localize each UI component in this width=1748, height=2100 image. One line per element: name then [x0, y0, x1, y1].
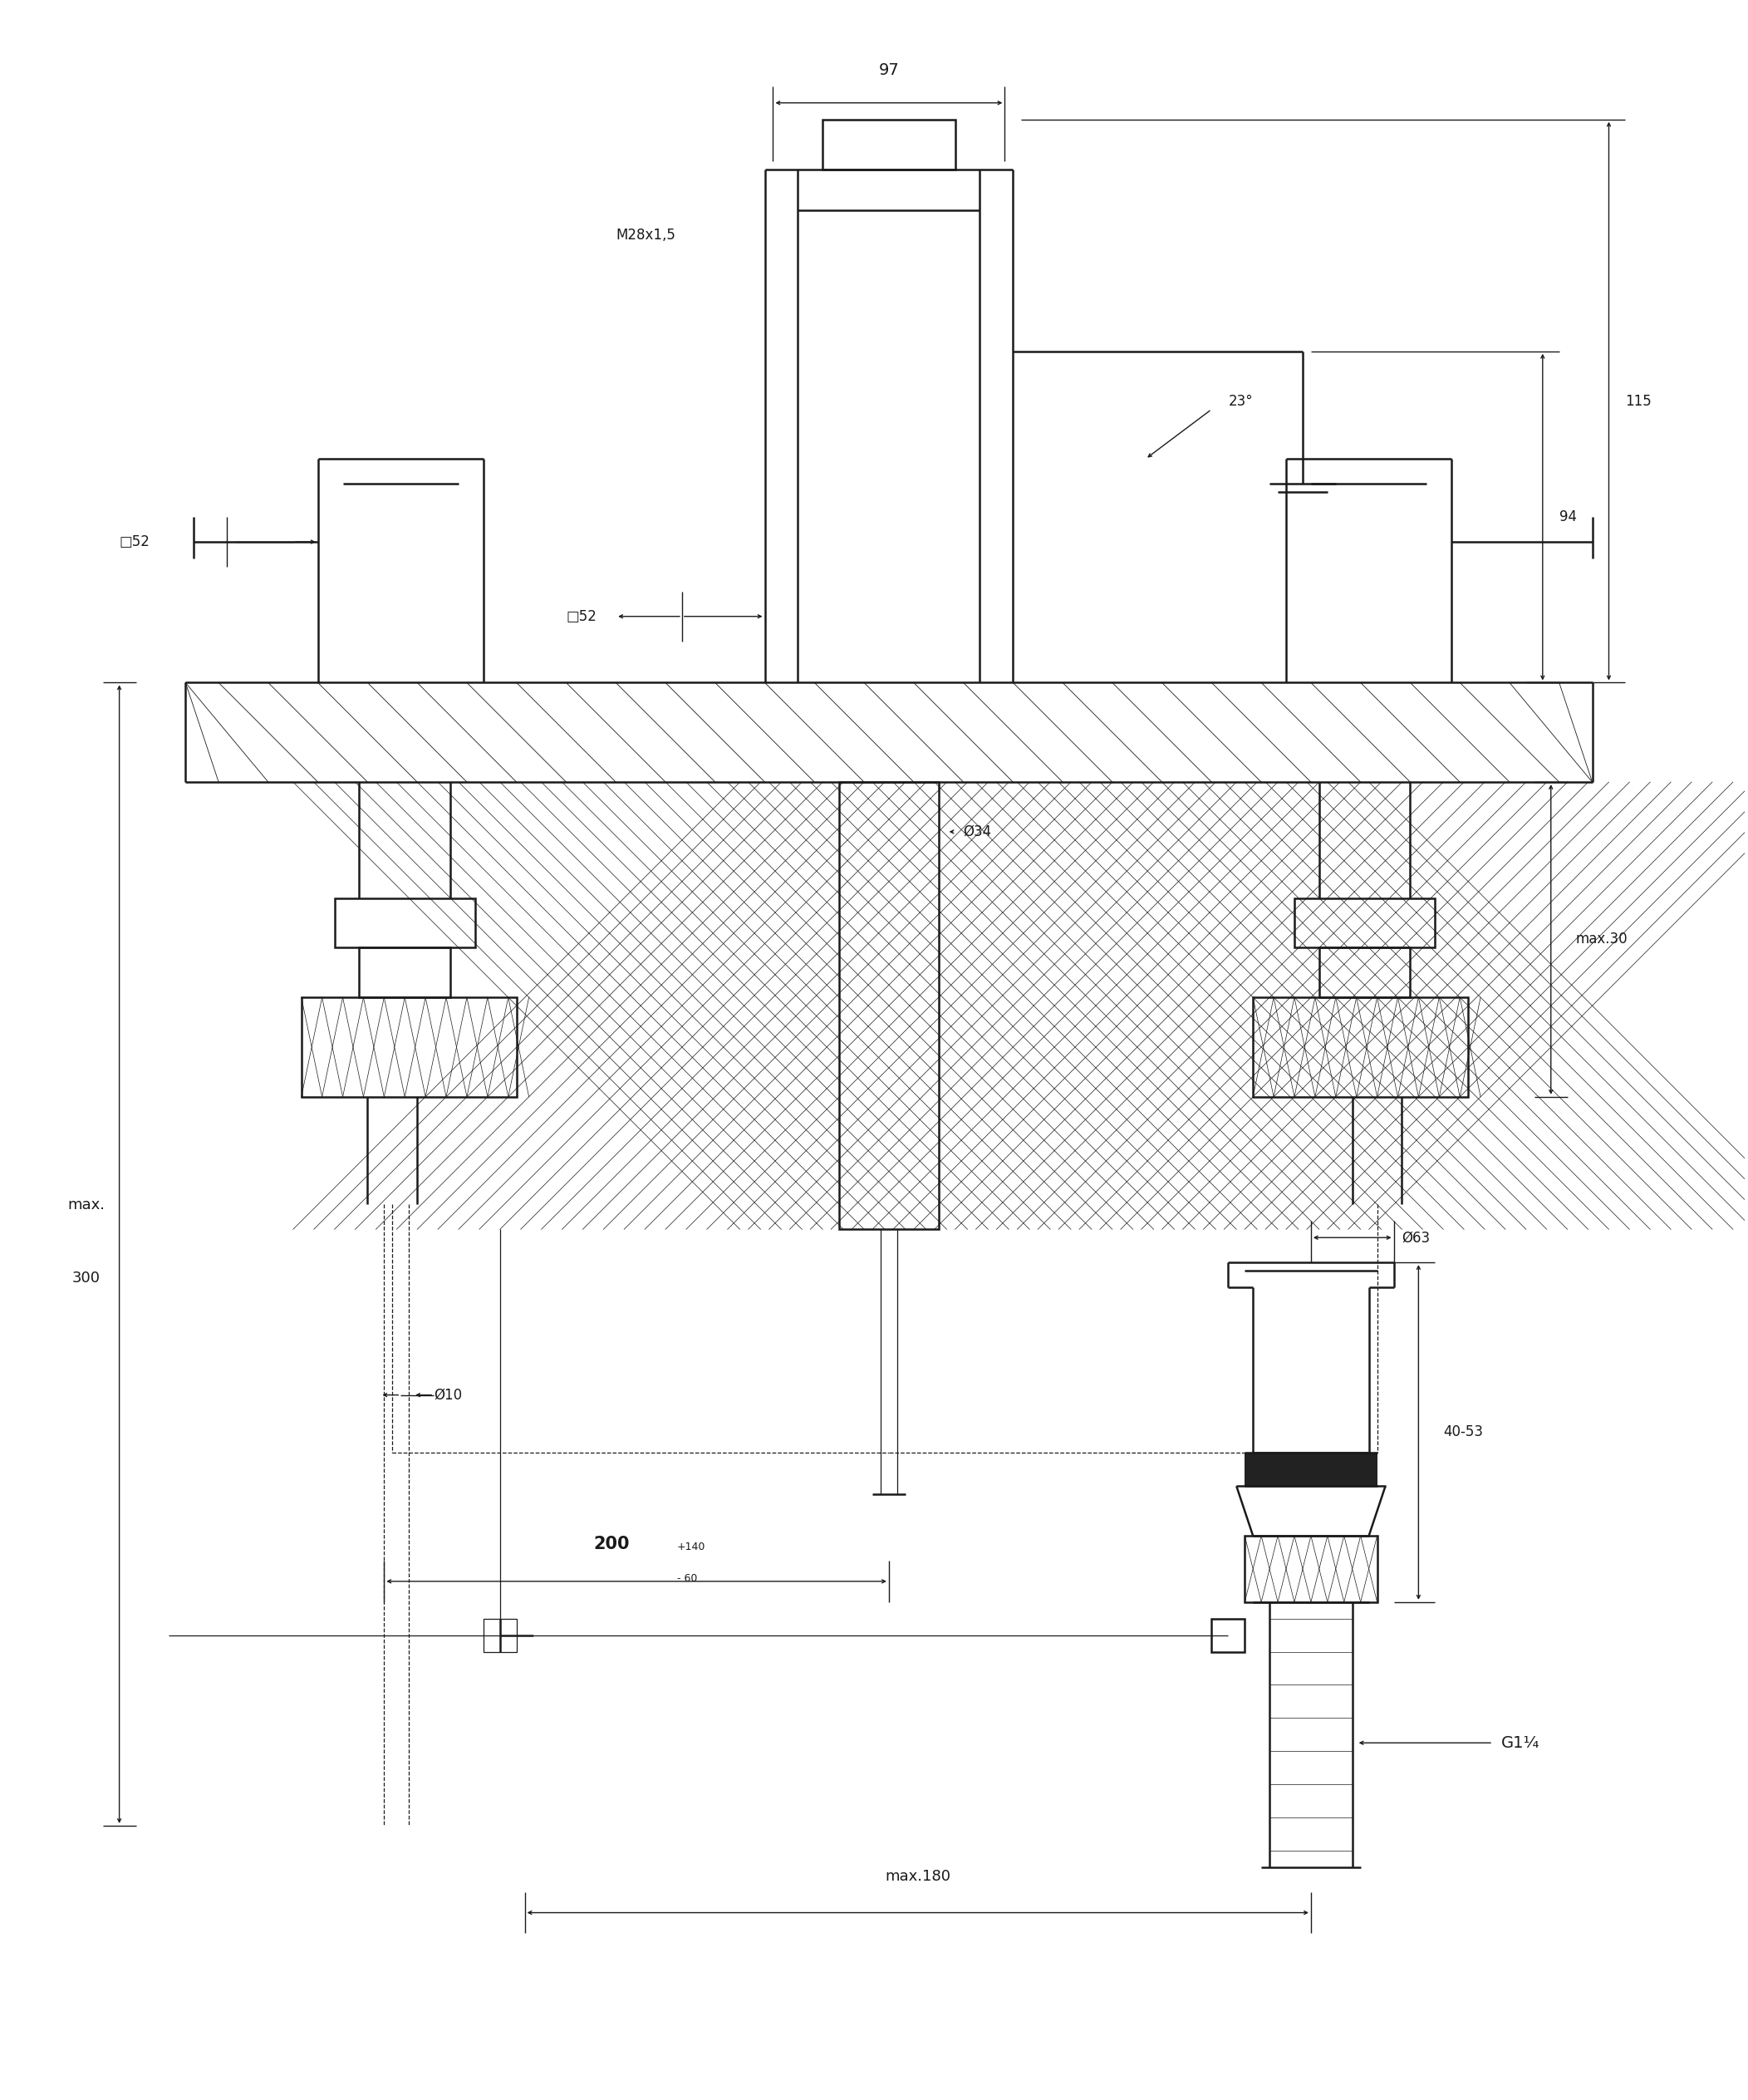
- Bar: [1211, 1619, 1245, 1653]
- Text: - 60: - 60: [676, 1573, 697, 1583]
- Text: □52: □52: [119, 533, 150, 550]
- Text: 300: 300: [72, 1270, 100, 1285]
- Text: 23°: 23°: [1229, 393, 1253, 409]
- Bar: [1245, 1453, 1377, 1487]
- Text: 40-53: 40-53: [1444, 1424, 1484, 1441]
- Bar: [839, 781, 939, 1228]
- Bar: [301, 998, 516, 1096]
- Text: +140: +140: [676, 1541, 706, 1552]
- Bar: [360, 947, 451, 998]
- Text: max.30: max.30: [1575, 932, 1627, 947]
- Text: 97: 97: [879, 63, 898, 78]
- Bar: [1245, 1535, 1377, 1602]
- Text: Ø63: Ø63: [1402, 1231, 1430, 1245]
- Bar: [823, 120, 954, 170]
- Text: max.180: max.180: [884, 1869, 951, 1884]
- Text: □52: □52: [566, 609, 596, 624]
- Text: G1¹⁄₄: G1¹⁄₄: [1502, 1735, 1540, 1751]
- Text: Ø34: Ø34: [963, 825, 991, 840]
- Bar: [1294, 899, 1435, 947]
- Bar: [1253, 998, 1468, 1096]
- Text: Ø10: Ø10: [434, 1388, 461, 1403]
- Text: 200: 200: [593, 1535, 629, 1552]
- Bar: [334, 899, 475, 947]
- Bar: [1320, 947, 1411, 998]
- Text: 94: 94: [1559, 510, 1577, 525]
- Text: M28x1,5: M28x1,5: [615, 229, 675, 244]
- Text: 115: 115: [1626, 393, 1652, 409]
- Text: max.: max.: [68, 1197, 105, 1214]
- Bar: [484, 1619, 516, 1653]
